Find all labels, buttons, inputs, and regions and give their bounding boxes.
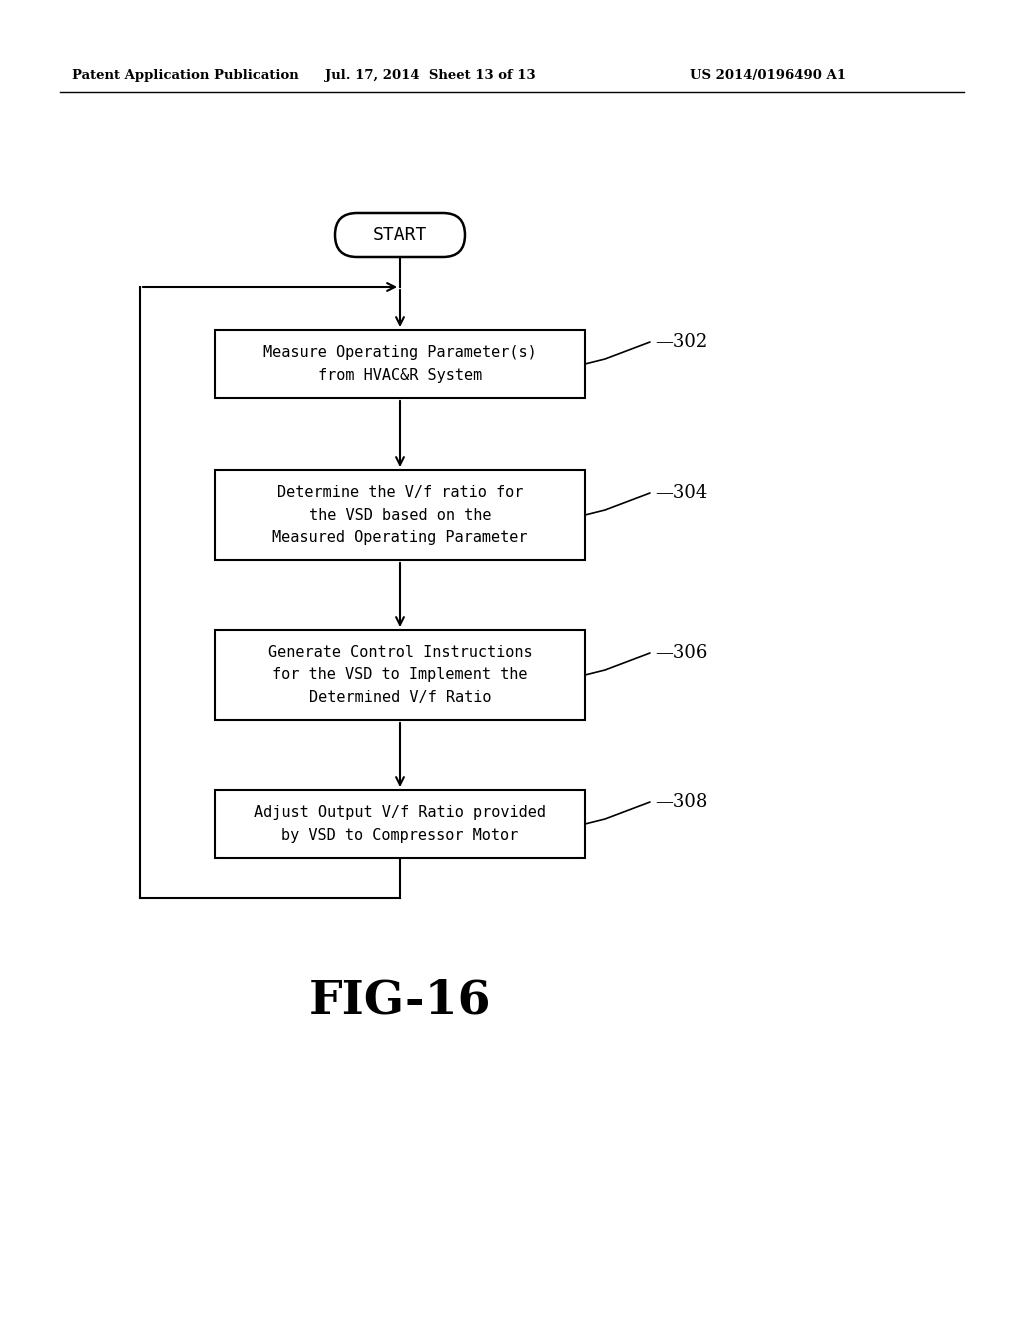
Text: from HVAC&R System: from HVAC&R System [317,368,482,383]
Text: —308: —308 [655,793,708,810]
Bar [215,789,585,858]
Text: Determine the V/f ratio for: Determine the V/f ratio for [276,484,523,500]
Bar [215,330,585,399]
Text: Patent Application Publication: Patent Application Publication [72,69,299,82]
Text: for the VSD to Implement the: for the VSD to Implement the [272,668,527,682]
Text: US 2014/0196490 A1: US 2014/0196490 A1 [690,69,846,82]
Bar [215,630,585,719]
Text: Measure Operating Parameter(s): Measure Operating Parameter(s) [263,345,537,360]
Text: —304: —304 [655,484,708,502]
Text: Determined V/f Ratio: Determined V/f Ratio [309,690,492,705]
Text: the VSD based on the: the VSD based on the [309,507,492,523]
Text: —306: —306 [655,644,708,663]
Bar [215,470,585,560]
Text: by VSD to Compressor Motor: by VSD to Compressor Motor [282,828,518,843]
Text: Generate Control Instructions: Generate Control Instructions [267,645,532,660]
Text: FIG-16: FIG-16 [309,977,492,1023]
Text: —302: —302 [655,333,708,351]
Text: START: START [373,226,427,244]
Text: Jul. 17, 2014  Sheet 13 of 13: Jul. 17, 2014 Sheet 13 of 13 [325,69,536,82]
Text: Adjust Output V/f Ratio provided: Adjust Output V/f Ratio provided [254,805,546,820]
Text: Measured Operating Parameter: Measured Operating Parameter [272,531,527,545]
FancyBboxPatch shape [335,213,465,257]
